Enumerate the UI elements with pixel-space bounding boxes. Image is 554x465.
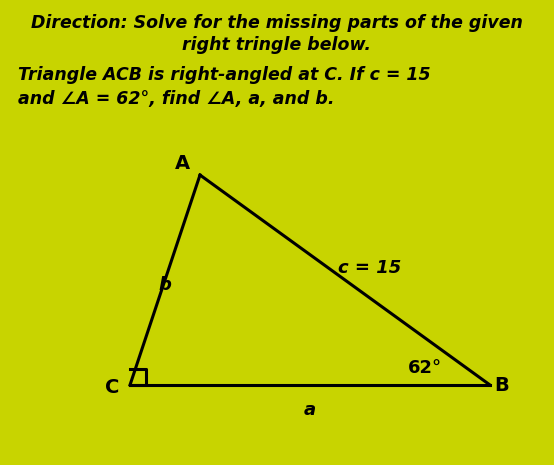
Text: Direction: Solve for the missing parts of the given: Direction: Solve for the missing parts o… bbox=[31, 14, 523, 32]
Text: right tringle below.: right tringle below. bbox=[182, 36, 372, 54]
Text: c = 15: c = 15 bbox=[338, 259, 402, 277]
Text: A: A bbox=[175, 153, 189, 173]
Text: a: a bbox=[304, 401, 316, 419]
Text: b: b bbox=[158, 276, 171, 294]
Text: B: B bbox=[495, 376, 509, 394]
Text: C: C bbox=[105, 378, 119, 397]
Text: and ∠A = 62°, find ∠A, a, and b.: and ∠A = 62°, find ∠A, a, and b. bbox=[18, 90, 335, 108]
Text: 62°: 62° bbox=[408, 359, 442, 377]
Text: Triangle ACB is right-angled at C. If c = 15: Triangle ACB is right-angled at C. If c … bbox=[18, 66, 430, 84]
